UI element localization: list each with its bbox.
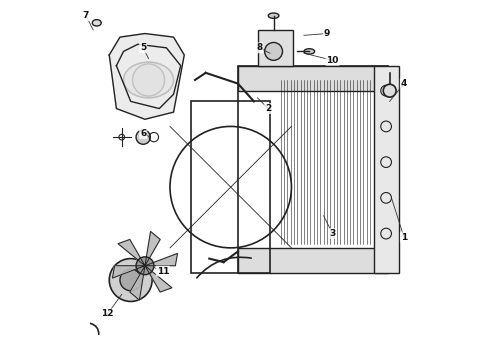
Circle shape <box>120 269 142 291</box>
Bar <box>373 66 398 273</box>
Circle shape <box>383 84 396 97</box>
Text: 8: 8 <box>256 43 263 52</box>
Text: 1: 1 <box>401 233 407 242</box>
Ellipse shape <box>304 49 315 54</box>
Polygon shape <box>109 33 184 119</box>
Polygon shape <box>145 253 177 266</box>
Circle shape <box>136 257 154 275</box>
Text: 3: 3 <box>329 229 336 238</box>
Ellipse shape <box>92 19 101 26</box>
Bar <box>258 30 293 66</box>
Polygon shape <box>145 231 160 266</box>
Circle shape <box>265 42 283 60</box>
Text: 4: 4 <box>401 79 407 88</box>
Text: 2: 2 <box>265 104 271 113</box>
Bar <box>238 66 388 273</box>
Text: 12: 12 <box>101 310 114 319</box>
Circle shape <box>136 130 150 144</box>
Polygon shape <box>145 266 172 292</box>
Text: 10: 10 <box>326 56 339 65</box>
Bar <box>238 248 388 273</box>
Circle shape <box>109 258 152 301</box>
Text: 6: 6 <box>140 129 147 138</box>
Polygon shape <box>112 266 145 278</box>
Circle shape <box>132 64 165 96</box>
Text: 11: 11 <box>157 267 169 276</box>
Text: 5: 5 <box>140 43 147 52</box>
Text: 7: 7 <box>83 11 89 20</box>
Ellipse shape <box>268 13 279 18</box>
Bar <box>192 102 270 273</box>
Polygon shape <box>118 239 145 266</box>
Bar <box>238 66 388 91</box>
Text: 9: 9 <box>324 29 330 38</box>
Polygon shape <box>130 266 145 300</box>
Ellipse shape <box>123 62 173 98</box>
